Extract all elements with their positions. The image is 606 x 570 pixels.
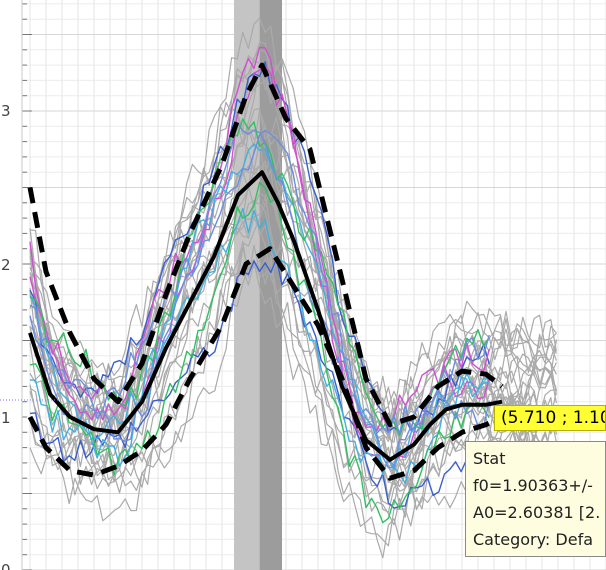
mean-line — [28, 170, 503, 462]
y-tick-label: 1 — [1, 409, 11, 427]
trial-trace-line — [29, 201, 557, 506]
colored-traces — [29, 46, 490, 524]
tooltip-line: A0=2.60381 [2. — [473, 503, 601, 522]
confidence-bound-line — [27, 62, 504, 428]
trial-trace-line — [29, 247, 557, 547]
tooltip-line: f0=1.90363+/- — [473, 476, 593, 495]
y-tick-label: 2 — [1, 256, 11, 274]
stat-curves — [27, 62, 504, 481]
y-axis: 3 2 1 0 — [1, 0, 23, 570]
trial-trace-line — [29, 143, 490, 484]
trial-trace-line — [29, 195, 557, 498]
y-tick-label: 3 — [1, 102, 11, 120]
trial-trace-line — [29, 160, 557, 481]
y-tick-label: 0 — [1, 561, 11, 570]
trial-trace-line — [29, 65, 490, 431]
tooltip-line: Category: Defa — [473, 530, 593, 549]
stat-tooltip: Stat f0=1.90363+/- A0=2.60381 [2. Catego… — [465, 441, 606, 557]
cursor-coordinate-readout: (5.710 ; 1.10 — [494, 405, 606, 431]
trial-trace-line — [29, 41, 557, 414]
confidence-bound-line — [27, 246, 504, 481]
trial-trace-line — [29, 129, 490, 469]
trial-trace-line — [29, 46, 490, 466]
trial-trace-line — [29, 181, 490, 524]
trial-trace-line — [29, 121, 490, 443]
trial-trace-line — [29, 207, 490, 476]
tooltip-title: Stat — [473, 449, 506, 468]
